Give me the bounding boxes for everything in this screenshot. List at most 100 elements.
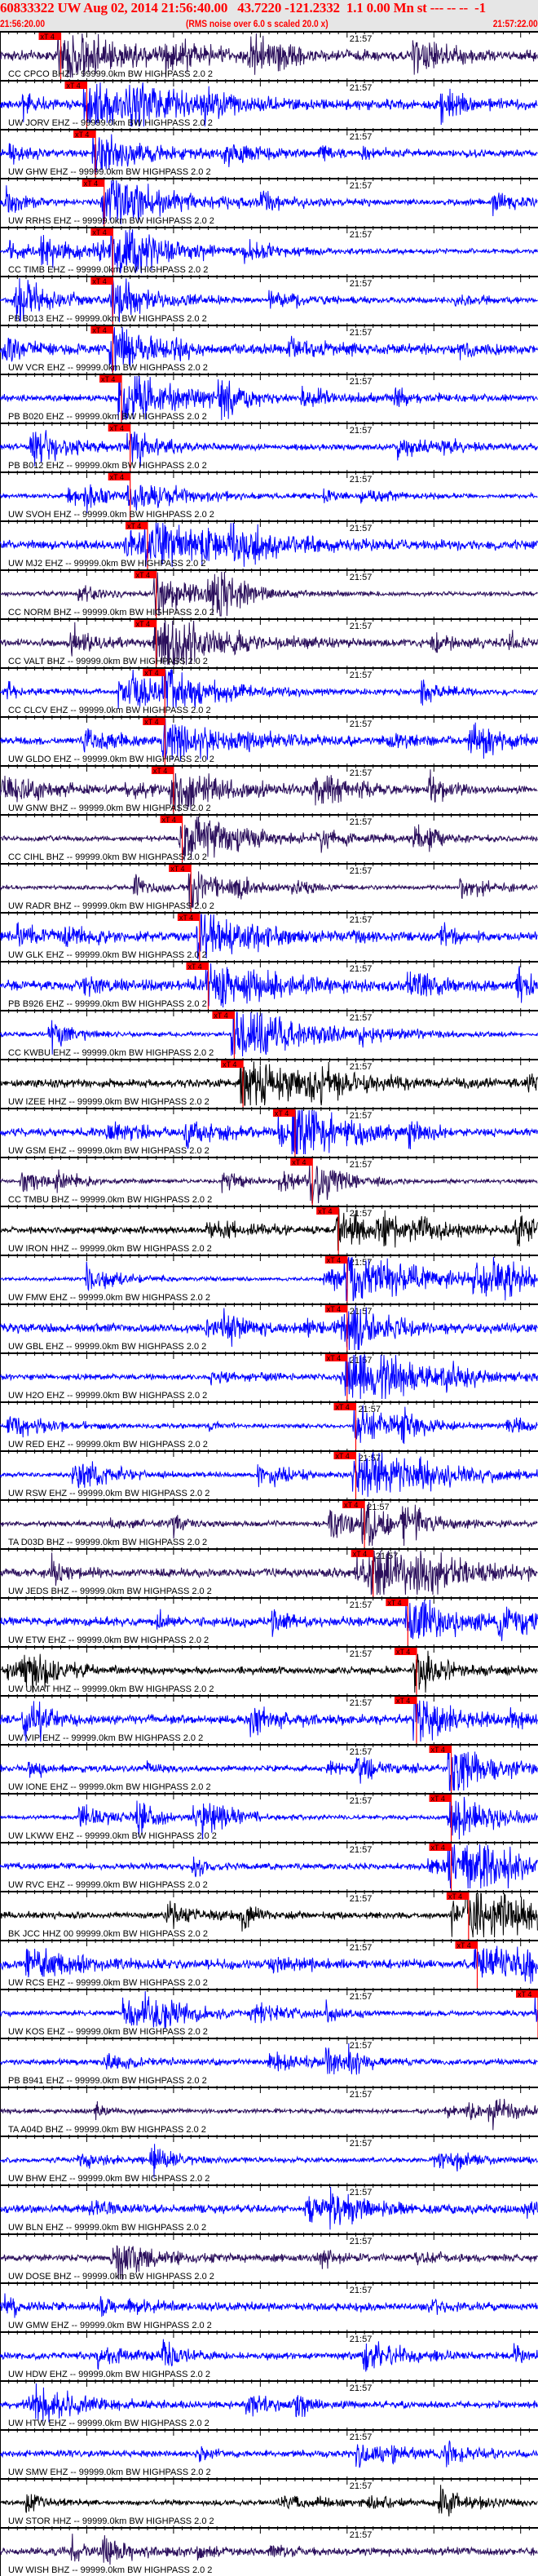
pick-label: xT 4 bbox=[92, 228, 106, 237]
trace-label: UW KOS EHZ -- 99999.0km BW HIGHPASS 2.0 … bbox=[8, 2027, 208, 2037]
trace-label: UW SMW EHZ -- 99999.0km BW HIGHPASS 2.0 … bbox=[8, 2468, 211, 2477]
waveform-trace bbox=[0, 1405, 538, 1445]
waveform-trace bbox=[0, 2383, 538, 2423]
event-title: 60833322 UW Aug 02, 2014 21:56:40.00 43.… bbox=[0, 0, 486, 15]
pick-label: xT 4 bbox=[127, 522, 141, 530]
waveform-trace bbox=[0, 668, 538, 710]
pick-label: xT 4 bbox=[518, 1990, 531, 1998]
trace-label: UW JORV EHZ -- 99999.0km BW HIGHPASS 2.0… bbox=[8, 118, 213, 128]
trace-label: CC TMBU BHZ -- 99999.0km BW HIGHPASS 2.0… bbox=[8, 1195, 212, 1205]
pick-label: xT 4 bbox=[431, 1843, 445, 1852]
trace-label: UW GHW EHZ -- 99999.0km BW HIGHPASS 2.0 … bbox=[8, 167, 211, 177]
pick-marker bbox=[316, 1207, 339, 1215]
pick-label: xT 4 bbox=[101, 375, 115, 383]
minute-label: 21:57 bbox=[350, 1796, 373, 1806]
minute-label: 21:57 bbox=[350, 1894, 373, 1904]
pick-label: xT 4 bbox=[144, 669, 158, 677]
minute-label: 21:57 bbox=[350, 377, 373, 387]
pick-marker bbox=[134, 571, 157, 578]
pick-label: xT 4 bbox=[431, 1795, 445, 1803]
minute-label: 21:57 bbox=[350, 2383, 373, 2393]
pick-marker bbox=[90, 228, 113, 236]
pick-label: xT 4 bbox=[275, 1109, 289, 1118]
pick-label: xT 4 bbox=[162, 816, 176, 824]
waveform-trace bbox=[0, 277, 538, 323]
pick-marker bbox=[290, 1158, 313, 1166]
minute-label: 21:57 bbox=[350, 2041, 373, 2051]
minute-label: 21:57 bbox=[350, 1649, 373, 1659]
trace-label: UW DOSE BHZ -- 99999.0km BW HIGHPASS 2.0… bbox=[8, 2272, 214, 2282]
minute-label: 21:57 bbox=[350, 230, 373, 240]
waveform-trace bbox=[0, 2534, 538, 2565]
waveform-trace bbox=[0, 718, 538, 762]
pick-label: xT 4 bbox=[92, 277, 106, 285]
minute-label: 21:57 bbox=[350, 2530, 373, 2540]
pick-label: xT 4 bbox=[41, 33, 55, 41]
trace-label: TA D03D BHZ -- 99999.0km BW HIGHPASS 2.0… bbox=[8, 1538, 207, 1547]
waveform-trace bbox=[0, 2339, 538, 2372]
minute-label: 21:57 bbox=[350, 83, 373, 93]
pick-marker bbox=[38, 33, 61, 40]
waveform-trace bbox=[0, 522, 538, 568]
waveform-trace bbox=[0, 326, 538, 372]
minute-label: 21:57 bbox=[350, 1747, 373, 1757]
trace-label: CC KWBU EHZ -- 99999.0km BW HIGHPASS 2.0… bbox=[8, 1048, 214, 1058]
minute-label: 21:57 bbox=[358, 1405, 381, 1414]
trace-label: BK JCC HHZ 00 99999.0km BW HIGHPASS 2.0 … bbox=[8, 1929, 208, 1939]
pick-marker bbox=[90, 277, 113, 285]
waveform-trace bbox=[0, 228, 538, 274]
minute-label: 21:57 bbox=[350, 768, 373, 778]
minute-label: 21:57 bbox=[367, 1503, 390, 1512]
pick-marker bbox=[99, 375, 122, 383]
pick-label: xT 4 bbox=[396, 1648, 410, 1656]
pick-marker bbox=[169, 865, 192, 872]
minute-label: 21:57 bbox=[350, 1111, 373, 1121]
pick-marker bbox=[446, 1892, 469, 1900]
minute-label: 21:57 bbox=[350, 2139, 373, 2149]
pick-marker bbox=[64, 82, 87, 89]
pick-marker bbox=[186, 963, 209, 970]
pick-marker bbox=[212, 1011, 235, 1019]
waveform-trace bbox=[0, 2043, 538, 2075]
waveform-trace bbox=[0, 1305, 538, 1351]
pick-label: xT 4 bbox=[136, 571, 150, 579]
trace-label: UW STOR HHZ -- 99999.0km BW HIGHPASS 2.0… bbox=[8, 2516, 214, 2526]
trace-label: UW GMW EHZ -- 99999.0km BW HIGHPASS 2.0 … bbox=[8, 2321, 212, 2330]
pick-marker bbox=[108, 424, 130, 432]
waveform-trace bbox=[0, 571, 538, 617]
pick-label: xT 4 bbox=[84, 179, 98, 188]
trace-label: UW VIP EHZ -- 99999.0km BW HIGHPASS 2.0 … bbox=[8, 1733, 203, 1743]
waveform-trace bbox=[0, 1109, 538, 1155]
trace-label: CC NORM BHZ -- 99999.0km BW HIGHPASS 2.0… bbox=[8, 608, 214, 617]
pick-label: xT 4 bbox=[153, 767, 167, 775]
pick-marker bbox=[221, 1060, 244, 1068]
trace-label: UW FMW EHZ -- 99999.0km BW HIGHPASS 2.0 … bbox=[8, 1293, 210, 1303]
waveform-trace bbox=[0, 1208, 538, 1251]
minute-label: 21:57 bbox=[350, 1062, 373, 1072]
trace-label: TA A04D BHZ -- 99999.0km BW HIGHPASS 2.0… bbox=[8, 2125, 206, 2135]
pick-marker bbox=[90, 326, 113, 334]
minute-label: 21:57 bbox=[350, 866, 373, 876]
pick-marker bbox=[82, 179, 104, 187]
pick-label: xT 4 bbox=[448, 1892, 462, 1901]
trace-label: UW GNW BHZ -- 99999.0km BW HIGHPASS 2.0 … bbox=[8, 803, 211, 813]
pick-label: xT 4 bbox=[223, 1060, 236, 1069]
waveform-trace bbox=[0, 33, 538, 78]
pick-label: xT 4 bbox=[327, 1256, 341, 1264]
pick-label: xT 4 bbox=[136, 620, 150, 628]
pick-marker bbox=[394, 1697, 417, 1704]
waveform-trace bbox=[0, 430, 538, 467]
waveform-trace bbox=[0, 1892, 538, 1938]
pick-label: xT 4 bbox=[353, 1550, 367, 1558]
pick-label: xT 4 bbox=[387, 1599, 401, 1607]
minute-label: 21:57 bbox=[350, 426, 373, 436]
waveform-trace bbox=[0, 1011, 538, 1057]
minute-label: 21:57 bbox=[350, 34, 373, 44]
pick-label: xT 4 bbox=[110, 473, 124, 481]
minute-label: 21:57 bbox=[350, 2335, 373, 2344]
pick-marker bbox=[151, 767, 174, 774]
minute-label: 21:57 bbox=[350, 132, 373, 142]
trace-label: UW BLN EHZ -- 99999.0km BW HIGHPASS 2.0 … bbox=[8, 2223, 206, 2233]
pick-label: xT 4 bbox=[66, 82, 80, 90]
waveform-trace bbox=[0, 2098, 538, 2131]
